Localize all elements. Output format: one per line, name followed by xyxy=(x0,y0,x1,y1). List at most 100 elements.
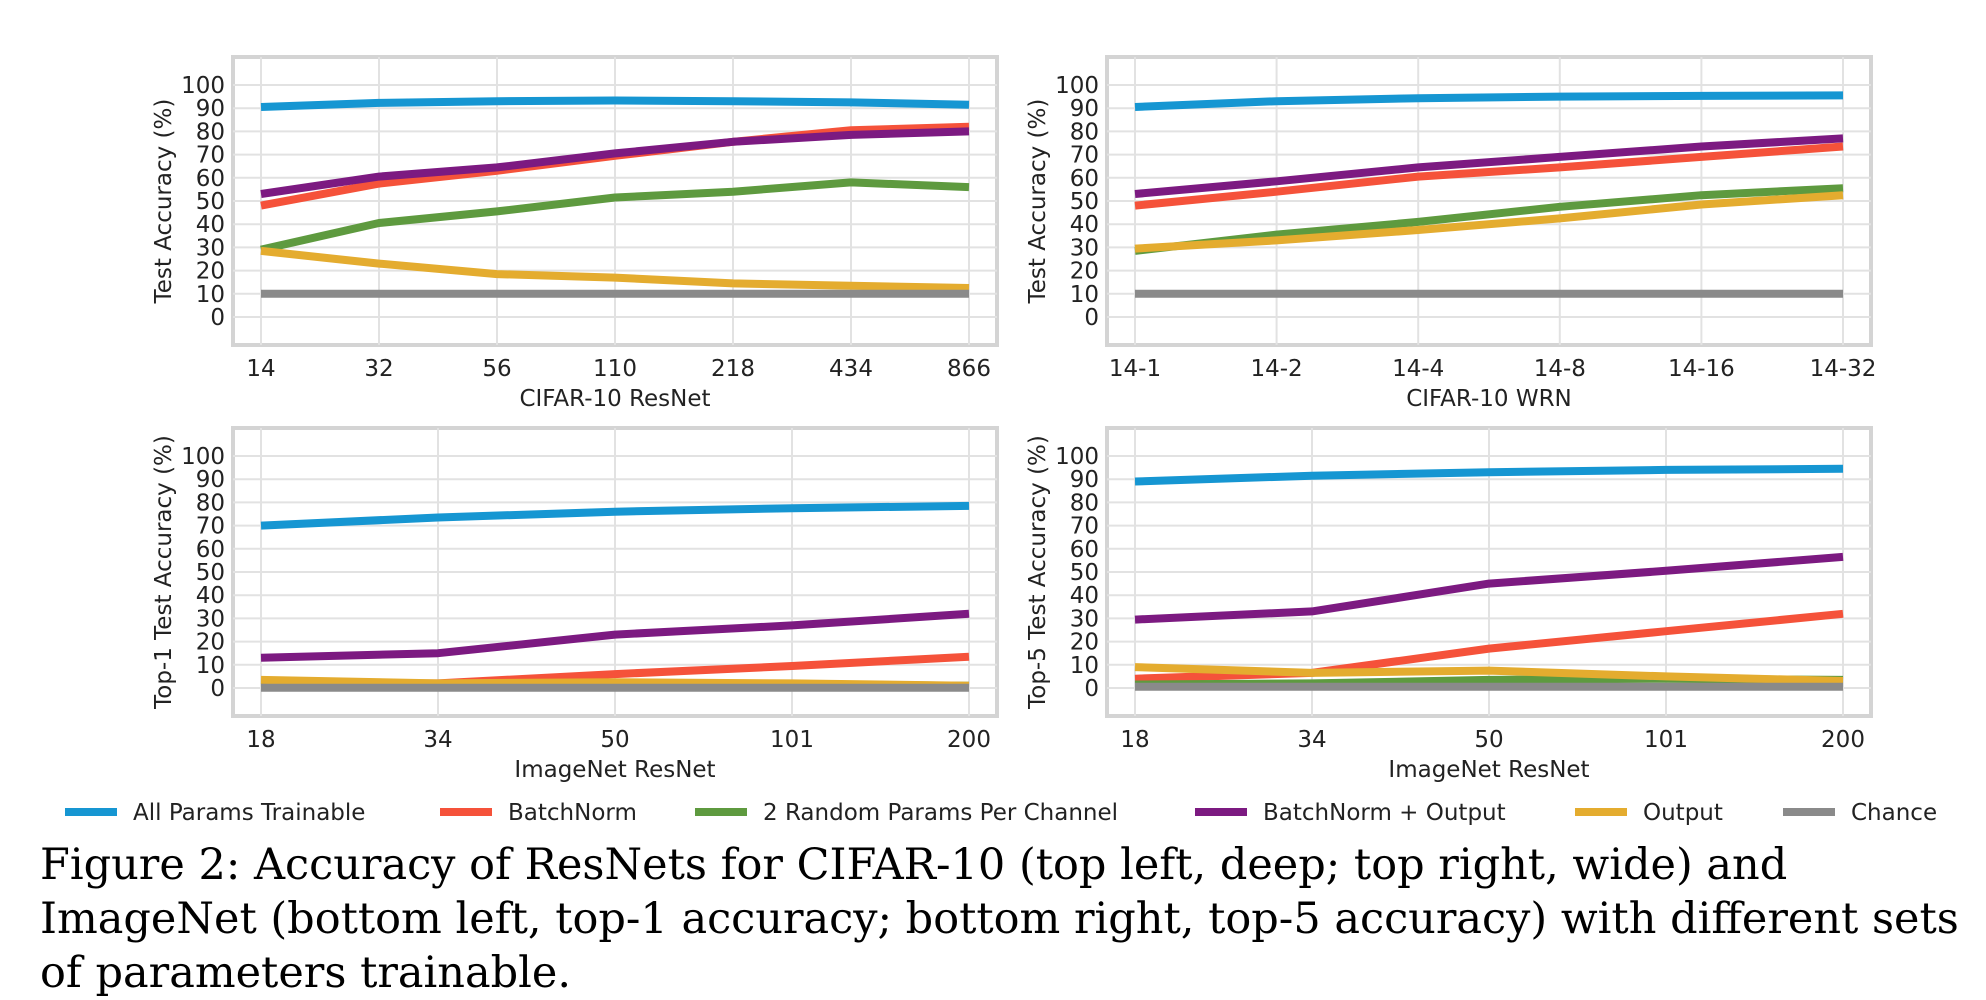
legend-label: Output xyxy=(1643,800,1723,826)
x-tick-label: 434 xyxy=(829,356,873,382)
y-tick-label: 0 xyxy=(1084,676,1099,702)
y-tick-label: 30 xyxy=(196,235,225,261)
y-axis-label: Top-5 Test Accuracy (%) xyxy=(1025,435,1051,710)
x-tick-label: 14-8 xyxy=(1534,356,1586,382)
y-tick-label: 0 xyxy=(210,676,225,702)
x-tick-label: 110 xyxy=(593,356,637,382)
y-tick-label: 10 xyxy=(1070,653,1099,679)
y-tick-label: 70 xyxy=(196,514,225,540)
legend-label: BatchNorm xyxy=(508,800,637,826)
x-tick-label: 14-16 xyxy=(1668,356,1735,382)
y-tick-label: 20 xyxy=(196,259,225,285)
y-tick-label: 30 xyxy=(1070,235,1099,261)
legend-item-batchnorm: BatchNorm xyxy=(440,800,637,826)
y-tick-label: 60 xyxy=(196,166,225,192)
y-tick-label: 80 xyxy=(1070,119,1099,145)
x-tick-label: 14-2 xyxy=(1250,356,1302,382)
y-tick-label: 10 xyxy=(196,653,225,679)
y-tick-label: 70 xyxy=(1070,514,1099,540)
y-tick-label: 70 xyxy=(1070,143,1099,169)
y-axis-label: Test Accuracy (%) xyxy=(151,99,177,305)
series-line-2-random-params-per-channel xyxy=(1134,184,1844,255)
x-tick-label: 14 xyxy=(246,356,275,382)
y-tick-label: 80 xyxy=(196,490,225,516)
x-tick-label: 866 xyxy=(947,356,991,382)
y-tick-label: 0 xyxy=(210,305,225,331)
series-line-batchnorm-output xyxy=(260,127,970,198)
x-tick-label: 200 xyxy=(947,727,991,753)
legend-label: Chance xyxy=(1851,800,1937,826)
y-tick-label: 80 xyxy=(1070,490,1099,516)
y-axis-label: Test Accuracy (%) xyxy=(1025,99,1051,305)
series-line-all-params-trainable xyxy=(1134,464,1844,486)
y-tick-label: 20 xyxy=(1070,630,1099,656)
series-line-batchnorm-output xyxy=(1134,552,1844,624)
series-line-batchnorm-output xyxy=(260,609,970,662)
y-tick-label: 100 xyxy=(1055,444,1099,470)
y-tick-label: 90 xyxy=(196,96,225,122)
y-tick-label: 30 xyxy=(196,606,225,632)
y-tick-label: 50 xyxy=(1070,560,1099,586)
y-tick-label: 90 xyxy=(1070,96,1099,122)
x-tick-label: 34 xyxy=(1297,727,1326,753)
x-tick-label: 14-32 xyxy=(1810,356,1877,382)
x-tick-label: 18 xyxy=(246,727,275,753)
series-line-2-random-params-per-channel xyxy=(260,178,970,254)
x-tick-label: 200 xyxy=(1821,727,1865,753)
series-line-all-params-trainable xyxy=(260,96,970,111)
y-tick-label: 100 xyxy=(181,444,225,470)
series-line-output xyxy=(1134,663,1844,685)
y-tick-label: 50 xyxy=(1070,189,1099,215)
y-tick-label: 70 xyxy=(196,143,225,169)
x-tick-label: 50 xyxy=(1474,727,1503,753)
x-axis-label: ImageNet ResNet xyxy=(1388,757,1589,783)
y-tick-label: 30 xyxy=(1070,606,1099,632)
figure-caption: Figure 2: Accuracy of ResNets for CIFAR-… xyxy=(40,840,1959,998)
y-tick-label: 10 xyxy=(196,282,225,308)
series-line-batchnorm-output xyxy=(1134,134,1844,198)
series-line-output xyxy=(260,246,970,292)
x-axis-label: CIFAR-10 WRN xyxy=(1406,386,1572,412)
legend-label: BatchNorm + Output xyxy=(1263,800,1506,826)
y-tick-label: 40 xyxy=(1070,212,1099,238)
legend: All Params Trainable BatchNorm 2 Random Pa… xyxy=(65,800,1937,826)
series-line-output xyxy=(1134,191,1844,253)
x-tick-label: 56 xyxy=(482,356,511,382)
x-tick-label: 101 xyxy=(770,727,814,753)
y-tick-label: 20 xyxy=(1070,259,1099,285)
y-tick-label: 100 xyxy=(1055,73,1099,99)
series-line-batchnorm xyxy=(1134,142,1844,210)
y-tick-label: 0 xyxy=(1084,305,1099,331)
x-tick-label: 14-1 xyxy=(1109,356,1161,382)
legend-item-2-random-params-per-channel: 2 Random Params Per Channel xyxy=(695,800,1118,826)
y-tick-label: 100 xyxy=(181,73,225,99)
x-tick-label: 14-4 xyxy=(1392,356,1444,382)
legend-item-all-params-trainable: All Params Trainable xyxy=(65,800,365,826)
x-tick-label: 50 xyxy=(600,727,629,753)
y-tick-label: 10 xyxy=(1070,282,1099,308)
x-tick-label: 32 xyxy=(364,356,393,382)
legend-label: All Params Trainable xyxy=(133,800,365,826)
series-line-all-params-trainable xyxy=(260,501,970,530)
y-tick-label: 40 xyxy=(1070,583,1099,609)
y-tick-label: 60 xyxy=(1070,166,1099,192)
x-tick-label: 34 xyxy=(423,727,452,753)
y-tick-label: 40 xyxy=(196,212,225,238)
y-tick-label: 50 xyxy=(196,560,225,586)
y-tick-label: 40 xyxy=(196,583,225,609)
x-tick-label: 18 xyxy=(1120,727,1149,753)
y-tick-label: 20 xyxy=(196,630,225,656)
y-tick-label: 80 xyxy=(196,119,225,145)
x-tick-label: 218 xyxy=(711,356,755,382)
legend-item-output: Output xyxy=(1575,800,1723,826)
x-axis-label: ImageNet ResNet xyxy=(514,757,715,783)
series-line-all-params-trainable xyxy=(1134,91,1844,111)
y-axis-label: Top-1 Test Accuracy (%) xyxy=(151,435,177,710)
legend-item-batchnorm-output: BatchNorm + Output xyxy=(1195,800,1506,826)
y-tick-label: 60 xyxy=(1070,537,1099,563)
x-tick-label: 101 xyxy=(1644,727,1688,753)
